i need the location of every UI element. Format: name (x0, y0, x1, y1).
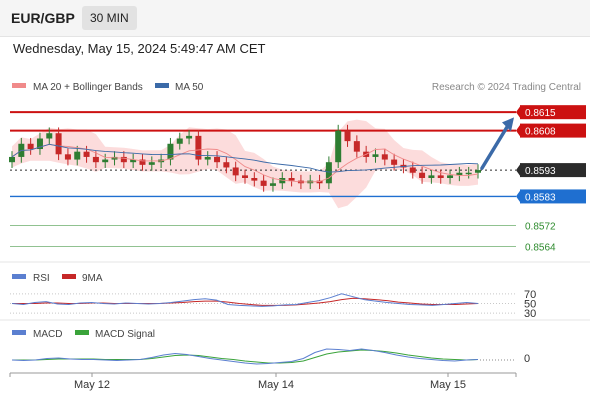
resistance-level-label: 0.8608 (516, 123, 586, 138)
candle (456, 166, 463, 182)
ma50-legend-label: MA 50 (175, 82, 204, 93)
time-tick-label: May 14 (258, 379, 294, 391)
rsi-tick-label: 70 (524, 289, 536, 301)
candle (428, 169, 435, 184)
candle (437, 169, 444, 184)
target-level-value: 0.8564 (525, 242, 556, 253)
ma20-legend-swatch (12, 83, 26, 88)
time-tick-label: May 15 (430, 379, 466, 391)
macd-pane: 0 (11, 348, 530, 365)
candle (92, 151, 99, 168)
support-level-label: 0.8583 (516, 189, 586, 204)
candle (214, 151, 221, 168)
candle (223, 156, 230, 174)
candle (251, 172, 258, 187)
support-level-value: 0.8583 (525, 192, 556, 203)
rsi-ma-legend-swatch (62, 274, 76, 279)
candle (419, 166, 426, 184)
rsi-tick-label: 30 (524, 308, 536, 320)
macd-signal-legend-label: MACD Signal (95, 329, 155, 340)
candle (46, 127, 53, 145)
timestamp: Wednesday, May 15, 2024 5:49:47 AM CET (13, 41, 266, 56)
macd-legend-swatch (12, 330, 26, 335)
candle (102, 153, 109, 168)
candle (204, 151, 211, 166)
ma50-legend-swatch (155, 83, 169, 88)
interval-button[interactable]: 30 MIN (82, 6, 137, 30)
ma50-line (11, 143, 479, 173)
candle (242, 169, 248, 184)
candle (64, 148, 71, 166)
time-axis: May 12 May 14 May 15 (9, 373, 517, 391)
ma20-legend-label: MA 20 + Bollinger Bands (33, 82, 143, 93)
candle (288, 172, 295, 187)
candle (167, 137, 174, 166)
bollinger-band (12, 119, 478, 209)
macd-line (11, 348, 479, 365)
candle (232, 161, 239, 182)
candle (335, 124, 342, 168)
current-level-value: 0.8593 (525, 166, 556, 177)
resistance-level-label: 0.8615 (516, 105, 586, 120)
macd-legend-label: MACD (33, 329, 62, 340)
price-pane: 0.8615 0.8608 0.8593 0.8583 0.8572 0.8564 (9, 105, 586, 253)
candle (186, 130, 193, 145)
candle (381, 148, 388, 166)
candle (9, 151, 15, 168)
candle (465, 166, 472, 179)
candle (148, 156, 155, 171)
rsi-ma-legend-label: 9MA (82, 273, 103, 284)
target-level-value: 0.8572 (525, 221, 556, 232)
resistance-level-value: 0.8615 (525, 108, 556, 119)
rsi-legend-label: RSI (33, 273, 50, 284)
candle (353, 135, 360, 158)
macd-signal-legend-swatch (75, 330, 89, 335)
rsi-legend-swatch (12, 274, 26, 279)
candle (391, 153, 398, 171)
candle (74, 145, 81, 166)
candle (195, 130, 202, 166)
forecast-arrow (480, 117, 514, 170)
candle (269, 177, 276, 192)
candle (447, 169, 454, 184)
rsi-line (11, 293, 479, 307)
resistance-level-value: 0.8608 (525, 127, 556, 138)
candle (36, 132, 43, 155)
chart-header: EUR/GBP 30 MIN (0, 0, 590, 37)
candle (120, 151, 127, 168)
symbol-label: EUR/GBP (11, 10, 75, 26)
ma20-line (11, 143, 479, 183)
candle (130, 153, 137, 168)
current-level-label: 0.8593 (516, 163, 586, 178)
candle (409, 161, 416, 179)
credit-text: Research © 2024 Trading Central (432, 82, 581, 93)
candle (325, 156, 332, 190)
candle (27, 137, 34, 155)
time-tick-label: May 12 (74, 379, 110, 391)
candle (176, 132, 183, 150)
candle (372, 148, 379, 163)
candle (260, 174, 267, 192)
candle (55, 127, 62, 161)
macd-tick-label: 0 (524, 353, 530, 365)
rsi-tick-label: 50 (524, 299, 536, 311)
candle (139, 153, 146, 171)
candle (475, 164, 481, 179)
candle (344, 124, 351, 147)
